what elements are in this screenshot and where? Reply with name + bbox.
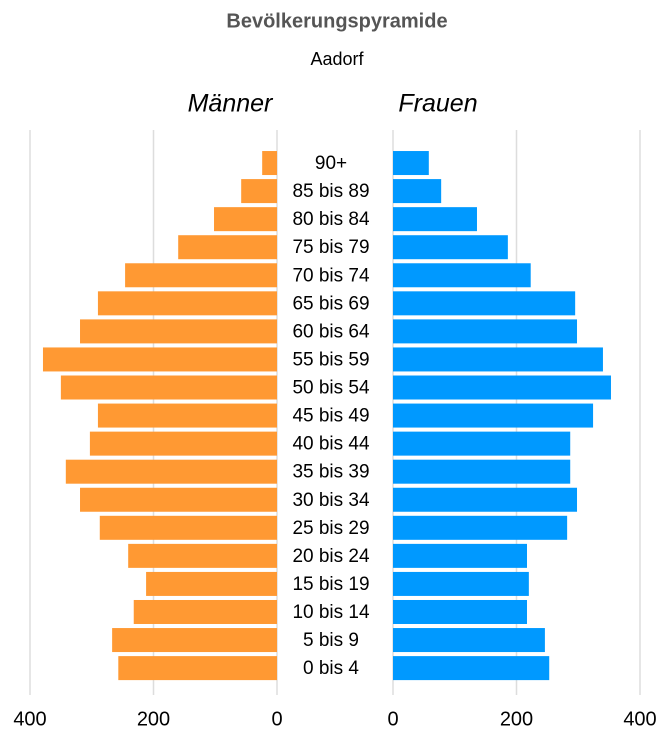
bar (241, 179, 277, 204)
bar (118, 656, 278, 681)
category-label: 55 bis 59 (292, 349, 369, 370)
category-label: 70 bis 74 (292, 265, 370, 286)
bar (80, 319, 277, 344)
bar (393, 319, 578, 344)
bar (146, 571, 277, 596)
x-tick-label: 400 (13, 708, 46, 730)
bar (393, 375, 611, 400)
bar (393, 431, 571, 456)
category-label: 50 bis 54 (292, 378, 370, 399)
bar (99, 515, 277, 540)
x-tick-label: 400 (623, 708, 656, 730)
bar (133, 599, 277, 624)
category-label: 75 bis 79 (292, 237, 369, 258)
bar (65, 459, 277, 484)
bar (393, 487, 578, 512)
bar (393, 207, 477, 232)
bar (393, 543, 527, 568)
bar (393, 403, 594, 428)
bar (214, 207, 277, 232)
category-label: 10 bis 14 (292, 602, 370, 623)
legend-label: Frauen (398, 90, 477, 118)
category-label: 20 bis 24 (292, 546, 370, 567)
category-label: 65 bis 69 (292, 293, 369, 314)
category-label: 35 bis 39 (292, 462, 369, 483)
x-tick-label: 0 (387, 708, 398, 730)
bar (393, 515, 568, 540)
category-label: 40 bis 44 (292, 434, 370, 455)
bar (60, 375, 277, 400)
bar (89, 431, 278, 456)
bar (393, 656, 550, 681)
x-tick-label: 200 (500, 708, 533, 730)
bar (393, 628, 545, 653)
bar (393, 179, 442, 204)
bar (393, 599, 527, 624)
legend-label: Männer (188, 90, 274, 118)
category-label: 80 bis 84 (292, 209, 370, 230)
bar (393, 263, 531, 288)
category-label: 45 bis 49 (292, 406, 369, 427)
category-label: 90+ (315, 153, 347, 174)
category-label: 85 bis 89 (292, 181, 369, 202)
bar (393, 347, 603, 372)
bar (393, 235, 508, 260)
bar (393, 459, 571, 484)
bar (128, 543, 277, 568)
bar (80, 487, 277, 512)
x-tick-label: 200 (137, 708, 170, 730)
category-label: 60 bis 64 (292, 321, 370, 342)
bar (393, 291, 576, 316)
bar (262, 151, 277, 176)
bar (178, 235, 277, 260)
bar (112, 628, 277, 653)
bar (42, 347, 277, 372)
category-label: 30 bis 34 (292, 490, 370, 511)
bar (393, 151, 429, 176)
chart-title: Bevölkerungspyramide (226, 10, 447, 32)
category-label: 15 bis 19 (292, 574, 369, 595)
bar (393, 571, 529, 596)
category-label: 0 bis 4 (303, 658, 359, 679)
chart-subtitle: Aadorf (310, 49, 364, 69)
bar (97, 403, 277, 428)
x-tick-label: 0 (271, 708, 282, 730)
category-label: 25 bis 29 (292, 518, 369, 539)
bar (97, 291, 277, 316)
bar (125, 263, 277, 288)
category-label: 5 bis 9 (303, 630, 359, 651)
